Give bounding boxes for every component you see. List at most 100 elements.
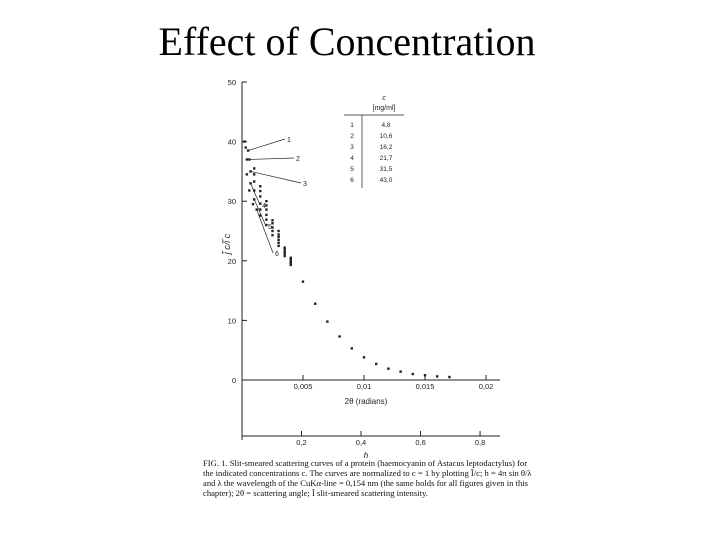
data-point-series-4 xyxy=(271,226,274,229)
h-tick-label: 0,2 xyxy=(296,438,306,447)
data-point-series-3 xyxy=(265,208,268,211)
data-point-series-2 xyxy=(248,158,251,161)
data-point-series-4 xyxy=(253,189,256,192)
data-point-series-2 xyxy=(259,189,262,193)
curve-label-leader xyxy=(249,157,295,160)
data-point-series-4 xyxy=(259,202,262,205)
legend-header-unit: [mg/ml] xyxy=(373,105,396,112)
x-tick-label: 0,02 xyxy=(479,382,494,391)
legend-row-concentration: 43,0 xyxy=(380,177,393,184)
y-tick-label: 20 xyxy=(228,257,236,266)
data-point-series-6 xyxy=(283,254,286,258)
data-point-series-1 xyxy=(436,375,439,378)
data-point-series-1 xyxy=(375,362,378,366)
data-point-series-3 xyxy=(277,235,280,239)
data-point-series-1 xyxy=(246,149,250,152)
curve-labels: 1 2 3 4 5 6 xyxy=(247,137,307,258)
legend-header-symbol: c xyxy=(382,95,386,102)
data-point-series-4 xyxy=(249,182,252,185)
curve-label-leader xyxy=(250,171,302,184)
curve-label: 5 xyxy=(268,224,272,231)
data-point-series-6 xyxy=(265,223,268,227)
data-point-series-4 xyxy=(245,173,249,176)
legend-row-number: 4 xyxy=(350,155,354,162)
data-point-series-3 xyxy=(289,259,292,262)
data-point-series-6 xyxy=(277,244,280,248)
curve-label: 1 xyxy=(287,137,291,144)
data-point-series-1 xyxy=(362,356,366,359)
y-tick-label: 30 xyxy=(228,197,236,206)
curve-label-leader xyxy=(256,209,274,254)
legend-row-number: 3 xyxy=(350,144,354,151)
data-point-series-5 xyxy=(277,241,280,245)
curve-label-leader xyxy=(253,199,267,227)
curve-label: 2 xyxy=(296,156,300,163)
y-tick-label: 40 xyxy=(228,138,236,147)
data-point-series-1 xyxy=(350,347,353,350)
y-tick-label: 10 xyxy=(228,316,236,325)
data-point-series-3 xyxy=(253,180,256,183)
data-point-series-1 xyxy=(277,229,280,233)
h-tick-label: 0,4 xyxy=(356,438,366,447)
legend-row-concentration: 4,8 xyxy=(381,122,390,129)
data-point-series-4 xyxy=(265,213,268,217)
x-tick-label: 0,005 xyxy=(294,382,313,391)
data-point-series-1 xyxy=(448,375,451,379)
data-point-series-5 xyxy=(265,218,268,221)
legend-row-concentration: 31,5 xyxy=(380,166,393,173)
data-point-series-1 xyxy=(387,367,390,370)
data-point-series-1 xyxy=(338,335,341,338)
curve-label-leader xyxy=(250,183,261,206)
data-point-series-1 xyxy=(314,302,317,305)
data-point-series-1 xyxy=(423,374,427,377)
data-point-series-1 xyxy=(411,372,414,376)
data-point-series-6 xyxy=(271,233,274,237)
y-tick-label: 0 xyxy=(232,376,236,385)
curve-label: 3 xyxy=(303,181,307,188)
data-point-series-2 xyxy=(244,146,247,149)
chart-points xyxy=(243,140,451,379)
data-point-series-6 xyxy=(259,214,262,217)
data-point-series-5 xyxy=(271,229,274,233)
data-point-series-2 xyxy=(271,219,274,222)
x-axis-label: 2θ (radians) xyxy=(345,397,388,406)
data-point-series-1 xyxy=(253,167,256,170)
data-point-series-6 xyxy=(251,202,255,206)
legend-row-number: 1 xyxy=(350,122,354,129)
legend-row-concentration: 10,6 xyxy=(380,133,393,140)
curve-label: 4 xyxy=(262,203,266,210)
x-tick-label: 0,01 xyxy=(357,382,372,391)
data-point-series-4 xyxy=(283,250,286,254)
h-tick-label: 0,6 xyxy=(415,438,425,447)
data-point-series-5 xyxy=(248,189,251,192)
data-point-series-5 xyxy=(289,261,292,265)
legend-row-concentration: 16,2 xyxy=(380,144,393,151)
h-axis-label: h xyxy=(364,451,369,460)
data-point-series-1 xyxy=(265,200,268,203)
legend-row-concentration: 21,7 xyxy=(380,155,393,162)
data-point-series-2 xyxy=(253,173,256,176)
data-point-series-1 xyxy=(259,185,262,188)
y-tick-label: 50 xyxy=(228,78,236,87)
legend-row-number: 6 xyxy=(350,177,354,184)
data-point-series-2 xyxy=(277,233,280,236)
data-point-series-5 xyxy=(259,208,262,211)
data-point-series-5 xyxy=(283,252,286,255)
data-point-series-2 xyxy=(265,204,268,207)
data-point-series-1 xyxy=(326,320,329,323)
data-point-series-6 xyxy=(289,263,292,267)
data-point-series-1 xyxy=(399,370,402,373)
y-axis-label: j̃ c/i̅ c xyxy=(221,233,232,255)
legend-row-number: 2 xyxy=(350,133,354,140)
figure-caption: FIG. 1. Slit-smeared scattering curves o… xyxy=(203,458,532,498)
data-point-series-1 xyxy=(243,140,246,143)
chart-axes: j̃ c/i̅ c 2θ (radians) h xyxy=(221,82,500,460)
h-tick-label: 0,8 xyxy=(475,438,485,447)
data-point-series-3 xyxy=(259,195,262,198)
concentration-legend: c [mg/ml] 1 4,8 2 10,6 3 16,2 4 21,7 5 31,5 6 43,0 xyxy=(344,95,404,188)
legend-row-number: 5 xyxy=(350,166,354,173)
data-point-series-3 xyxy=(283,248,286,251)
data-point-series-6 xyxy=(255,208,258,211)
data-point-series-3 xyxy=(271,222,274,225)
